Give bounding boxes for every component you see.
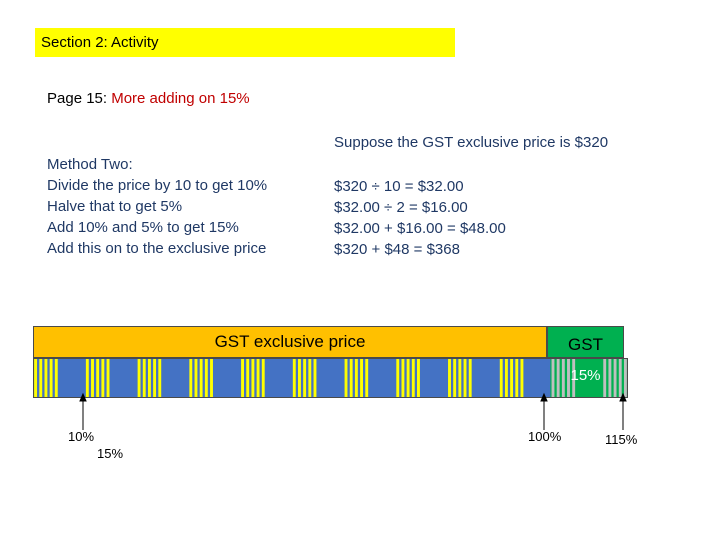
- percent-stripe: [44, 359, 48, 397]
- percent-stripe: [308, 359, 312, 397]
- percent-stripe: [204, 359, 208, 397]
- gst-label: GST: [568, 335, 603, 354]
- method-line: Method Two:: [47, 156, 133, 173]
- gst-percent-label: 15%: [570, 367, 601, 384]
- stripe-background: [33, 358, 628, 398]
- percent-stripe: [417, 359, 420, 397]
- percent-stripe: [623, 359, 627, 397]
- percent-stripe: [510, 359, 514, 397]
- percent-stripe: [241, 359, 244, 397]
- percent-stripe: [158, 359, 162, 397]
- percent-stripe: [608, 359, 612, 397]
- percent-stripe: [448, 359, 451, 397]
- gst-percent-overlay: 15%: [547, 358, 624, 398]
- percent-stripe: [54, 359, 58, 397]
- percent-stripe: [360, 359, 363, 397]
- method-line: Add 10% and 5% to get 15%: [47, 219, 239, 236]
- percent-stripe: [194, 359, 198, 397]
- percent-stripe: [261, 359, 265, 397]
- percent-stripe: [354, 359, 358, 397]
- percent-stripe: [147, 359, 151, 397]
- percent-stripe: [34, 359, 38, 397]
- percent-stripe: [499, 359, 503, 397]
- percent-stripe: [251, 359, 255, 397]
- page-title-prefix: Page 15:: [47, 90, 112, 107]
- percent-stripe: [561, 359, 565, 397]
- exclusive-price-bar: GST exclusive price: [33, 326, 547, 358]
- percent-stripe: [313, 359, 317, 397]
- method-line: Add this on to the exclusive price: [47, 240, 267, 257]
- percent-stripe-bar: [33, 358, 628, 398]
- percent-stripe: [349, 359, 353, 397]
- percent-stripe: [396, 359, 400, 397]
- percent-stripe: [106, 359, 110, 397]
- marker-10-label: 10%: [68, 429, 95, 444]
- percent-stripe: [246, 359, 250, 397]
- arrow-115-head: [619, 392, 627, 402]
- page-title: Page 15: More adding on 15%: [47, 90, 250, 107]
- percent-stripe: [458, 359, 462, 397]
- percent-stripe: [504, 359, 508, 397]
- percent-stripe: [567, 359, 570, 397]
- section-banner: Section 2: Activity: [35, 28, 455, 57]
- percent-stripe: [189, 359, 193, 397]
- percent-stripe: [91, 359, 94, 397]
- percent-stripe: [85, 359, 89, 397]
- percent-stripe: [515, 359, 519, 397]
- method-steps: Method Two: Divide the price by 10 to ge…: [47, 154, 267, 259]
- calc-line: $32.00 ÷ 2 = $16.00: [334, 199, 468, 216]
- percent-stripe: [142, 359, 146, 397]
- percent-stripe: [401, 359, 405, 397]
- marker-100-label: 100%: [528, 429, 562, 444]
- section-title: Section 2: Activity: [41, 34, 159, 51]
- marker-15-label: 15%: [97, 446, 124, 461]
- suppose-text: Suppose the GST exclusive price is $320: [334, 134, 609, 151]
- percent-stripe: [365, 359, 369, 397]
- percent-stripe: [199, 359, 203, 397]
- method-line: Halve that to get 5%: [47, 198, 183, 215]
- percent-stripe: [292, 359, 296, 397]
- percent-stripe: [618, 359, 622, 397]
- method-line: Divide the price by 10 to get 10%: [47, 177, 268, 194]
- percent-stripe: [468, 359, 472, 397]
- percent-stripe: [556, 359, 560, 397]
- percent-stripe: [49, 359, 53, 397]
- arrow-100-head: [540, 392, 548, 402]
- percent-stripe: [613, 359, 617, 397]
- marker-arrows: [79, 392, 627, 430]
- percent-stripe: [520, 359, 524, 397]
- percent-stripe: [96, 359, 100, 397]
- percent-stripe: [603, 359, 607, 397]
- calc-line: $320 ÷ 10 = $32.00: [334, 178, 464, 195]
- exclusive-price-label: GST exclusive price: [214, 332, 366, 351]
- calculation-steps: $320 ÷ 10 = $32.00 $32.00 ÷ 2 = $16.00 $…: [334, 176, 506, 260]
- stripe-border: [33, 358, 628, 398]
- calc-line: $32.00 + $16.00 = $48.00: [334, 220, 506, 237]
- percent-stripe: [463, 359, 467, 397]
- gst-bar: GST: [547, 326, 624, 358]
- marker-115-label: 115%: [605, 432, 638, 447]
- percent-stripe: [298, 359, 301, 397]
- percent-stripe: [551, 359, 555, 397]
- percent-stripe: [303, 359, 307, 397]
- calc-line: $320 + $48 = $368: [334, 241, 460, 258]
- percent-stripe: [101, 359, 105, 397]
- percent-stripe: [406, 359, 410, 397]
- percent-stripe: [453, 359, 457, 397]
- page-title-highlight: More adding on 15%: [111, 90, 250, 107]
- percent-stripe: [344, 359, 348, 397]
- percent-stripe: [39, 359, 43, 397]
- percent-stripe: [572, 359, 576, 397]
- percent-stripe: [210, 359, 213, 397]
- percent-stripe: [153, 359, 157, 397]
- percent-stripe: [411, 359, 415, 397]
- arrow-10-head: [79, 392, 87, 402]
- percent-stripe: [137, 359, 141, 397]
- percent-stripe: [256, 359, 260, 397]
